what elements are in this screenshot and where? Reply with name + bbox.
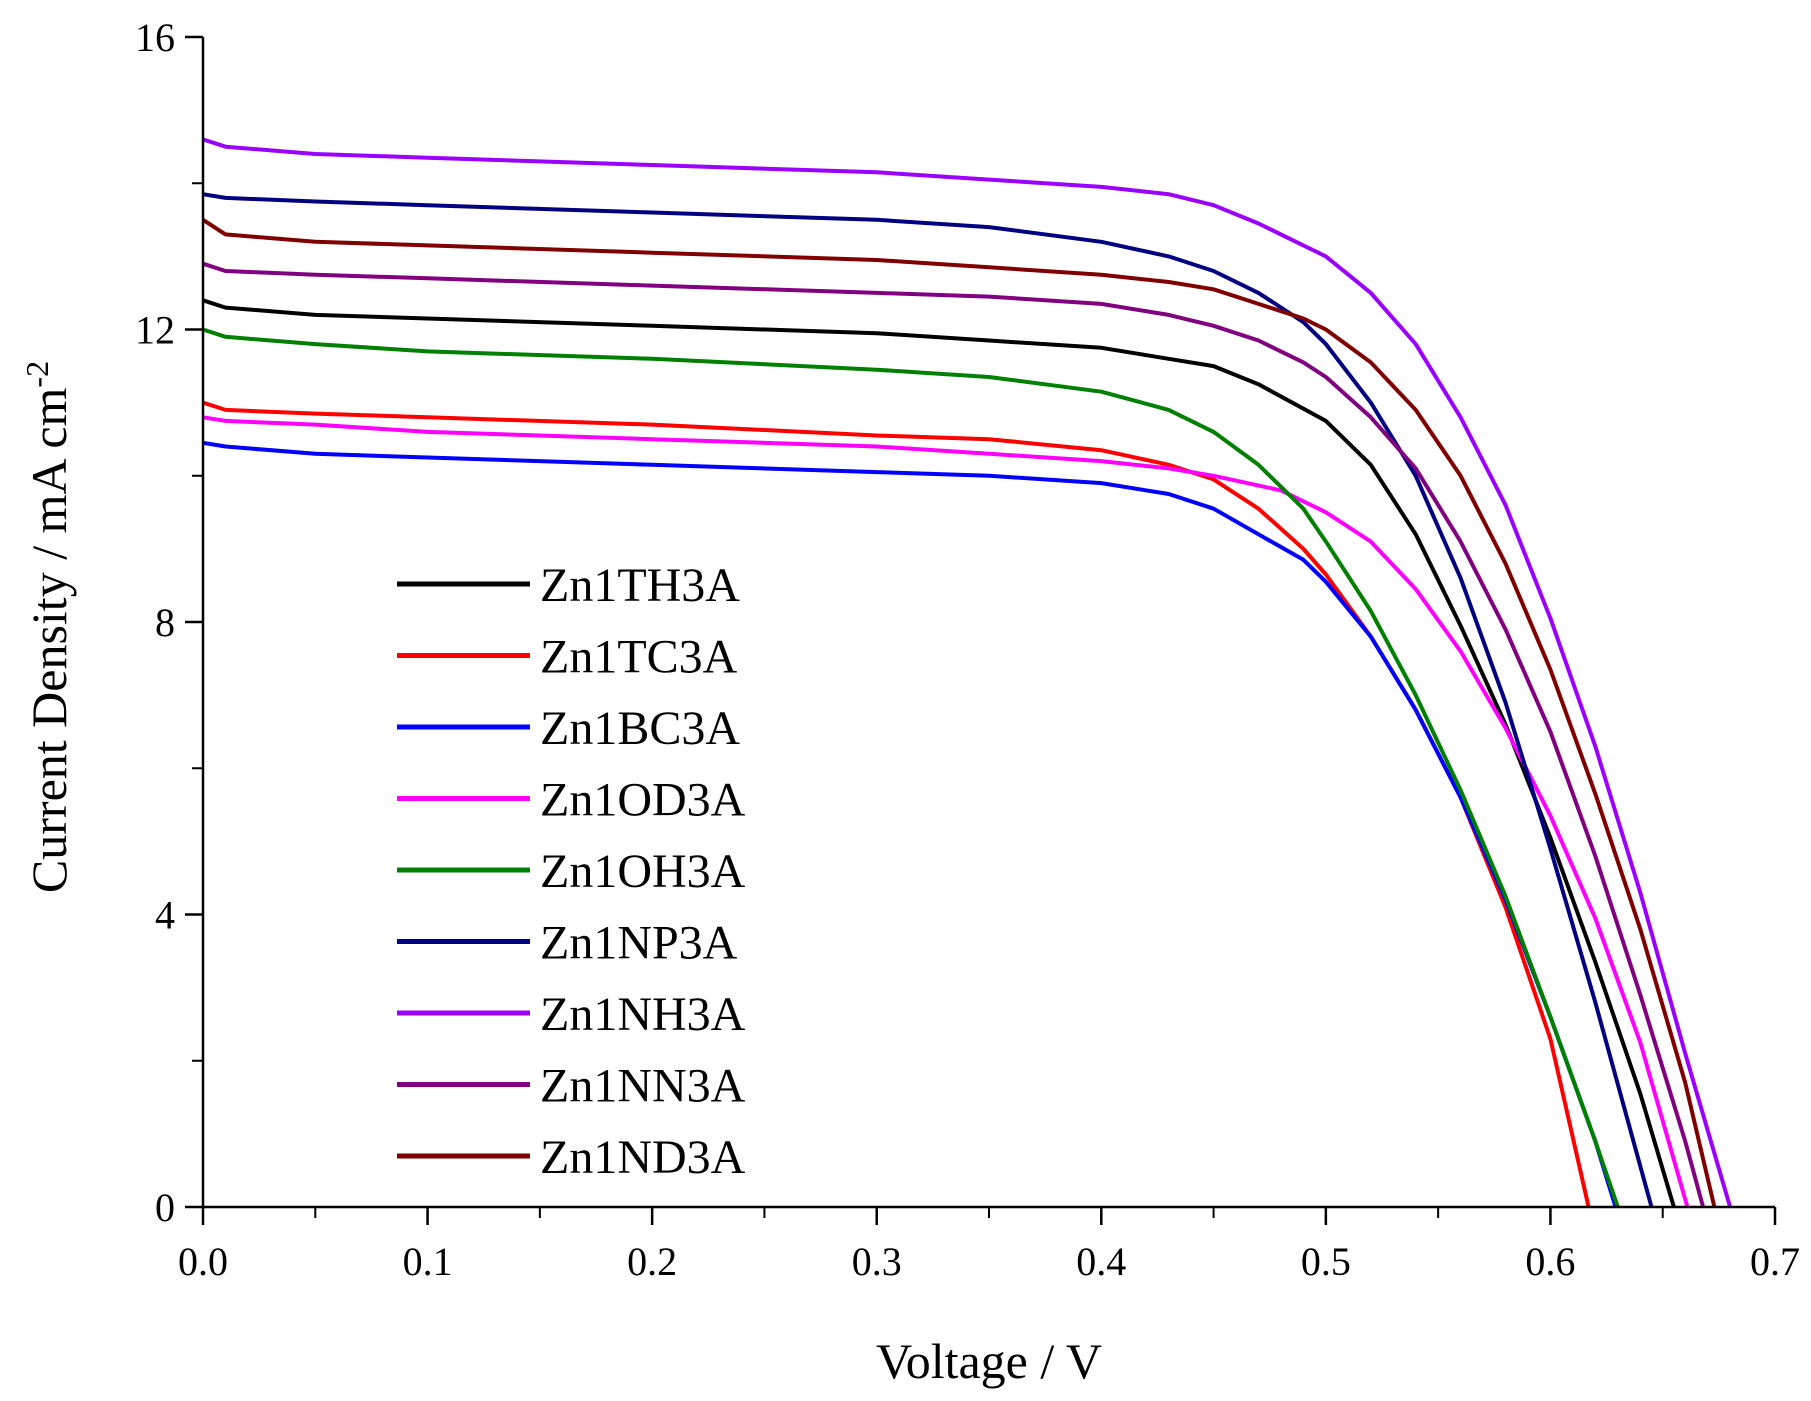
y-axis-title: Current Density / mA cm-2 <box>19 361 77 893</box>
legend-label: Zn1ND3A <box>540 1131 746 1184</box>
legend: Zn1TH3A Zn1TC3A Zn1BC3A Zn1OD3A Zn1OH3A Zn1NP… <box>397 559 746 1184</box>
x-tick-label: 0.7 <box>1750 1239 1800 1284</box>
y-tick-label: 8 <box>155 600 175 645</box>
series-line-zn1nh3a <box>202 137 1733 1208</box>
y-axis-title-main: Current Density / mA cm <box>21 387 77 893</box>
x-tick-label: 0.3 <box>852 1239 902 1284</box>
series-line-zn1od3a <box>202 415 1690 1208</box>
legend-label: Zn1TH3A <box>540 559 740 612</box>
x-tick-label: 0.5 <box>1301 1239 1351 1284</box>
x-tick-label: 0.6 <box>1525 1239 1575 1284</box>
y-tick-label: 16 <box>135 15 175 60</box>
legend-label: Zn1OH3A <box>540 845 746 898</box>
axis-titles: Voltage / V Current Density / mA cm-2 <box>19 361 1102 1389</box>
legend-label: Zn1NH3A <box>540 988 746 1041</box>
series-line-zn1bc3a <box>202 440 1618 1208</box>
x-tick-label: 0.2 <box>627 1239 677 1284</box>
series-layer <box>201 137 1733 1208</box>
x-tick-label: 0.0 <box>178 1239 228 1284</box>
legend-label: Zn1NP3A <box>540 917 738 970</box>
y-axis-title-superscript: -2 <box>19 361 55 388</box>
x-axis-title: Voltage / V <box>876 1333 1102 1389</box>
x-tick-label: 0.1 <box>403 1239 453 1284</box>
x-tick-label: 0.4 <box>1076 1239 1126 1284</box>
series-line-zn1nd3a <box>201 218 1717 1208</box>
series-line-zn1oh3a <box>202 327 1620 1208</box>
y-tick-label: 12 <box>135 308 175 353</box>
legend-label: Zn1BC3A <box>540 702 740 755</box>
axes-layer: 0.0 0.1 0.2 0.3 0.4 0.5 0.6 0.7 0 4 8 12 16 <box>135 15 1800 1284</box>
legend-label: Zn1TC3A <box>540 631 738 684</box>
series-line-zn1nn3a <box>202 261 1706 1208</box>
legend-label: Zn1OD3A <box>540 774 746 827</box>
series-line-zn1np3a <box>202 192 1654 1208</box>
y-tick-label: 4 <box>155 893 175 938</box>
y-tick-label: 0 <box>155 1185 175 1230</box>
legend-label: Zn1NN3A <box>540 1060 746 1113</box>
